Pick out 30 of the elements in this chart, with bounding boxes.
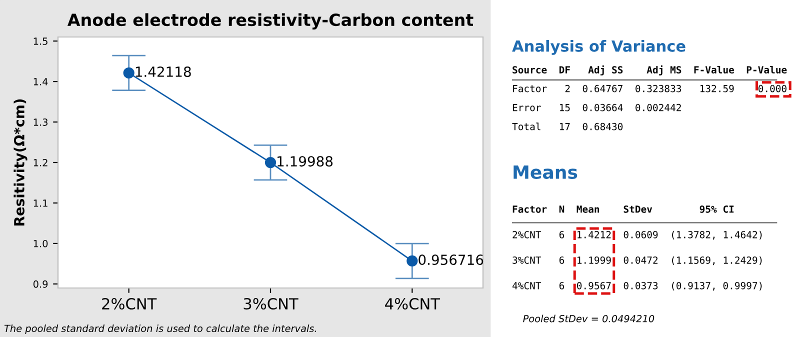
x-tick-label: 4%CNT [385,298,440,310]
source-note: Source DF Adj SS Adj MS F-Value P-Value [512,65,787,76]
y-tick-label: 1.0 [34,240,48,248]
x-tick-label: 3%CNT [244,298,298,310]
text: The pooled standard deviation is used to calculate the intervals. [4,324,316,334]
text: 1.19988 [278,156,333,167]
chart-title: Anode electrode resistivity-Carbon content [67,13,474,30]
y-tick-label: 1.4 [34,78,48,86]
text: Analysis of Variance [512,40,686,55]
text: 4%CNT 6 0.9567 0.0373 (0.9137, 0.9997) [512,282,762,291]
point [123,67,134,79]
y-tick-label: 0.9 [33,280,48,288]
text: Means [514,166,578,179]
y-tick-label: 1.3 [34,118,48,126]
text: Total 17 0.68430 [512,122,623,130]
text: 3%CNT 6 1.1999 0.0472 (1.1569, 1.2429) [512,256,762,266]
y-tick-label: 1.2 [34,158,48,166]
y-axis-title: Resitivity(Ω*cm) [14,99,28,226]
text: Factor 2 0.64767 0.323833 132.59 0.000 [513,84,786,92]
text: Pooled StDev = 0.0494210 [523,314,654,322]
point [406,255,418,267]
y-tick-label: 1.1 [34,200,48,207]
y-tick-label: 1.5 [34,38,48,45]
text: Error 15 0.03664 0.002442 [512,104,681,112]
text: 2%CNT 6 1.4212 0.0609 (1.3782, 1.4642) [512,230,762,240]
point [264,156,276,168]
text: 0.956716 [418,254,484,266]
text: Factor N Mean StDev 95% CI [512,205,734,213]
text: 1.42118 [136,66,191,77]
x-tick-label: 2%CNT [102,298,157,310]
